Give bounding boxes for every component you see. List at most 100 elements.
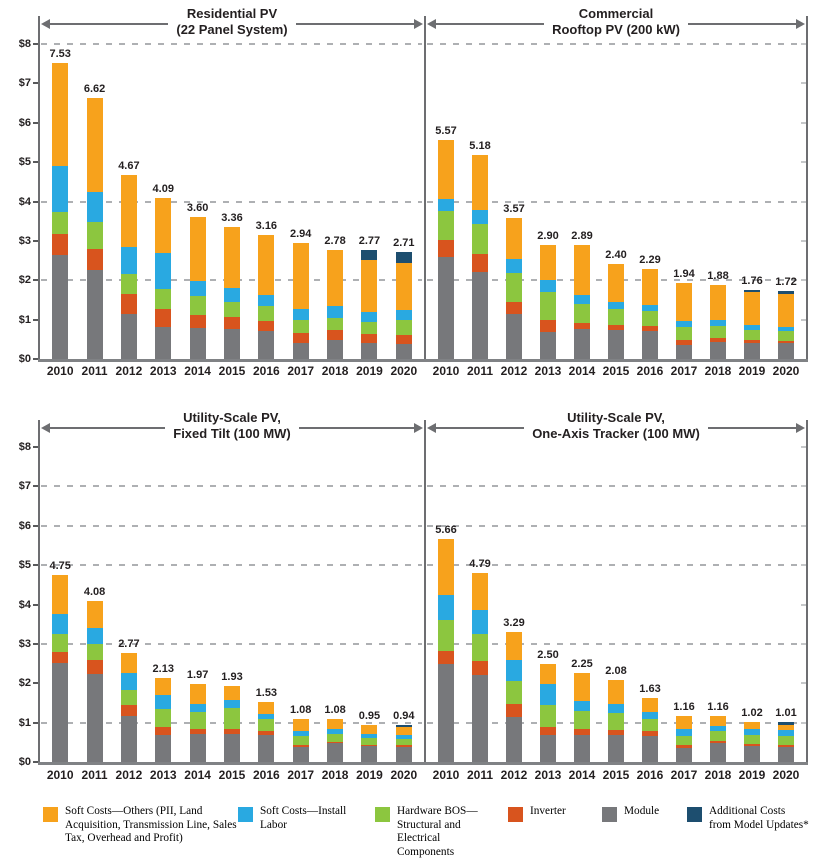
- bar-total-label: 1.08: [290, 704, 312, 716]
- bar-segment-soft_other: [120, 653, 137, 673]
- bar-segment-module: [438, 664, 454, 762]
- bars-grid: 7.53 6.62 4.67 4.09 3.60 3.36 3.16 2.94 2.78 2.77…: [43, 44, 421, 359]
- bar-segment-inverter: [361, 745, 378, 746]
- bar-segment-module: [86, 270, 103, 359]
- bar-segment-hardware_bos: [778, 736, 794, 745]
- bar-segment-install_labor: [438, 199, 454, 211]
- bar-segment-soft_other: [327, 250, 344, 306]
- bar-segment-hardware_bos: [86, 222, 103, 249]
- bar-cell: 1.02: [735, 447, 769, 762]
- bar-stack: [744, 722, 760, 762]
- bar-segment-module: [608, 330, 624, 359]
- bar-segment-inverter: [395, 745, 412, 747]
- legend-label: Module: [624, 805, 660, 817]
- title-arrow-line: [429, 23, 803, 25]
- legend: Soft Costs—Others (PII, Land Acquisition…: [0, 805, 825, 865]
- bar-segment-module: [642, 331, 658, 359]
- x-axis-label: 2019: [738, 768, 766, 782]
- bar-total-label: 2.89: [571, 230, 593, 242]
- y-axis-label: $7: [18, 480, 31, 493]
- bar-segment-inverter: [258, 731, 275, 735]
- bar-segment-install_labor: [608, 704, 624, 713]
- y-axis-tick: [33, 318, 39, 321]
- bar-segment-inverter: [155, 309, 172, 327]
- bar-segment-module: [395, 747, 412, 762]
- bar-segment-hardware_bos: [155, 709, 172, 727]
- bar-stack: [327, 250, 344, 359]
- x-axis-label: 2015: [218, 364, 246, 378]
- bar-segment-soft_other: [292, 719, 309, 731]
- bar-segment-inverter: [155, 727, 172, 735]
- bar-segment-soft_other: [540, 664, 556, 684]
- bar-segment-module: [506, 717, 522, 762]
- bar-segment-module: [155, 735, 172, 762]
- bar-total-label: 7.53: [49, 48, 71, 60]
- y-axis-label: $0: [18, 353, 31, 365]
- legend-swatch-install_labor: [238, 807, 253, 822]
- bar-segment-module: [540, 735, 556, 762]
- bar-segment-inverter: [120, 294, 137, 314]
- bar-segment-install_labor: [778, 730, 794, 736]
- bar-stack: [52, 575, 69, 762]
- y-axis-label: $5: [18, 559, 31, 572]
- bar-segment-soft_other: [744, 292, 760, 325]
- bar-segment-module: [608, 735, 624, 762]
- bar-segment-soft_other: [395, 263, 412, 310]
- bar-cell: 2.50: [531, 447, 565, 762]
- bar-segment-soft_other: [778, 725, 794, 730]
- x-axis-label: 2012: [115, 768, 143, 782]
- bar-total-label: 2.77: [358, 235, 381, 247]
- bar-total-label: 0.95: [358, 710, 381, 722]
- bar-segment-install_labor: [472, 610, 488, 634]
- bar-stack: [258, 235, 275, 359]
- bar-segment-hardware_bos: [506, 681, 522, 704]
- x-axis-label: 2013: [534, 768, 562, 782]
- bar-stack: [608, 680, 624, 762]
- y-axis-label: $8: [18, 38, 31, 50]
- bar-cell: 4.67: [112, 44, 146, 359]
- legend-label: Additional Costs from Model Updates*: [709, 805, 809, 831]
- bar-total-label: 3.16: [255, 220, 278, 232]
- bar-total-label: 5.18: [469, 140, 491, 152]
- bar-segment-soft_other: [438, 140, 454, 199]
- x-axis-label: 2011: [466, 768, 494, 782]
- bar-stack: [361, 725, 378, 762]
- gridline: [427, 200, 804, 203]
- bar-segment-module: [438, 257, 454, 359]
- legend-item-additional: Additional Costs from Model Updates*: [687, 805, 809, 832]
- x-axis-label: 2012: [500, 768, 528, 782]
- x-axis-label: 2015: [602, 364, 630, 378]
- y-axis-tick: [33, 358, 39, 360]
- bar-segment-soft_other: [778, 294, 794, 327]
- bar-segment-soft_other: [189, 217, 206, 281]
- y-axis-label: $2: [18, 677, 31, 690]
- x-axis-label: 2015: [602, 768, 630, 782]
- y-axis-tick: [33, 279, 39, 282]
- bar-segment-additional: [395, 725, 412, 727]
- x-axis-label: 2018: [321, 364, 349, 378]
- bar-total-label: 4.08: [83, 586, 106, 598]
- bar-segment-module: [52, 663, 69, 762]
- bar-segment-hardware_bos: [608, 309, 624, 325]
- bar-total-label: 1.93: [221, 671, 243, 683]
- bar-stack: [438, 539, 454, 762]
- bar-segment-soft_other: [155, 198, 172, 253]
- bar-segment-inverter: [608, 730, 624, 735]
- right-arrowhead-icon: [414, 423, 423, 433]
- bar-segment-module: [361, 343, 378, 359]
- bar-cell: 1.88: [701, 44, 735, 359]
- bar-total-label: 2.40: [605, 249, 627, 261]
- bar-segment-additional: [744, 290, 760, 292]
- bar-segment-hardware_bos: [744, 735, 760, 744]
- bar-cell: 2.77: [112, 447, 146, 762]
- bar-segment-inverter: [608, 325, 624, 330]
- bar-segment-hardware_bos: [395, 320, 412, 335]
- middle-axis-line: [424, 420, 426, 764]
- bar-segment-module: [395, 344, 412, 359]
- bar-segment-hardware_bos: [574, 711, 590, 729]
- x-axis-label: 2016: [253, 364, 280, 378]
- bar-cell: 1.76: [735, 44, 769, 359]
- legend-item-install_labor: Soft Costs—Install Labor: [238, 805, 366, 832]
- bar-segment-hardware_bos: [52, 634, 69, 652]
- bar-segment-hardware_bos: [438, 211, 454, 240]
